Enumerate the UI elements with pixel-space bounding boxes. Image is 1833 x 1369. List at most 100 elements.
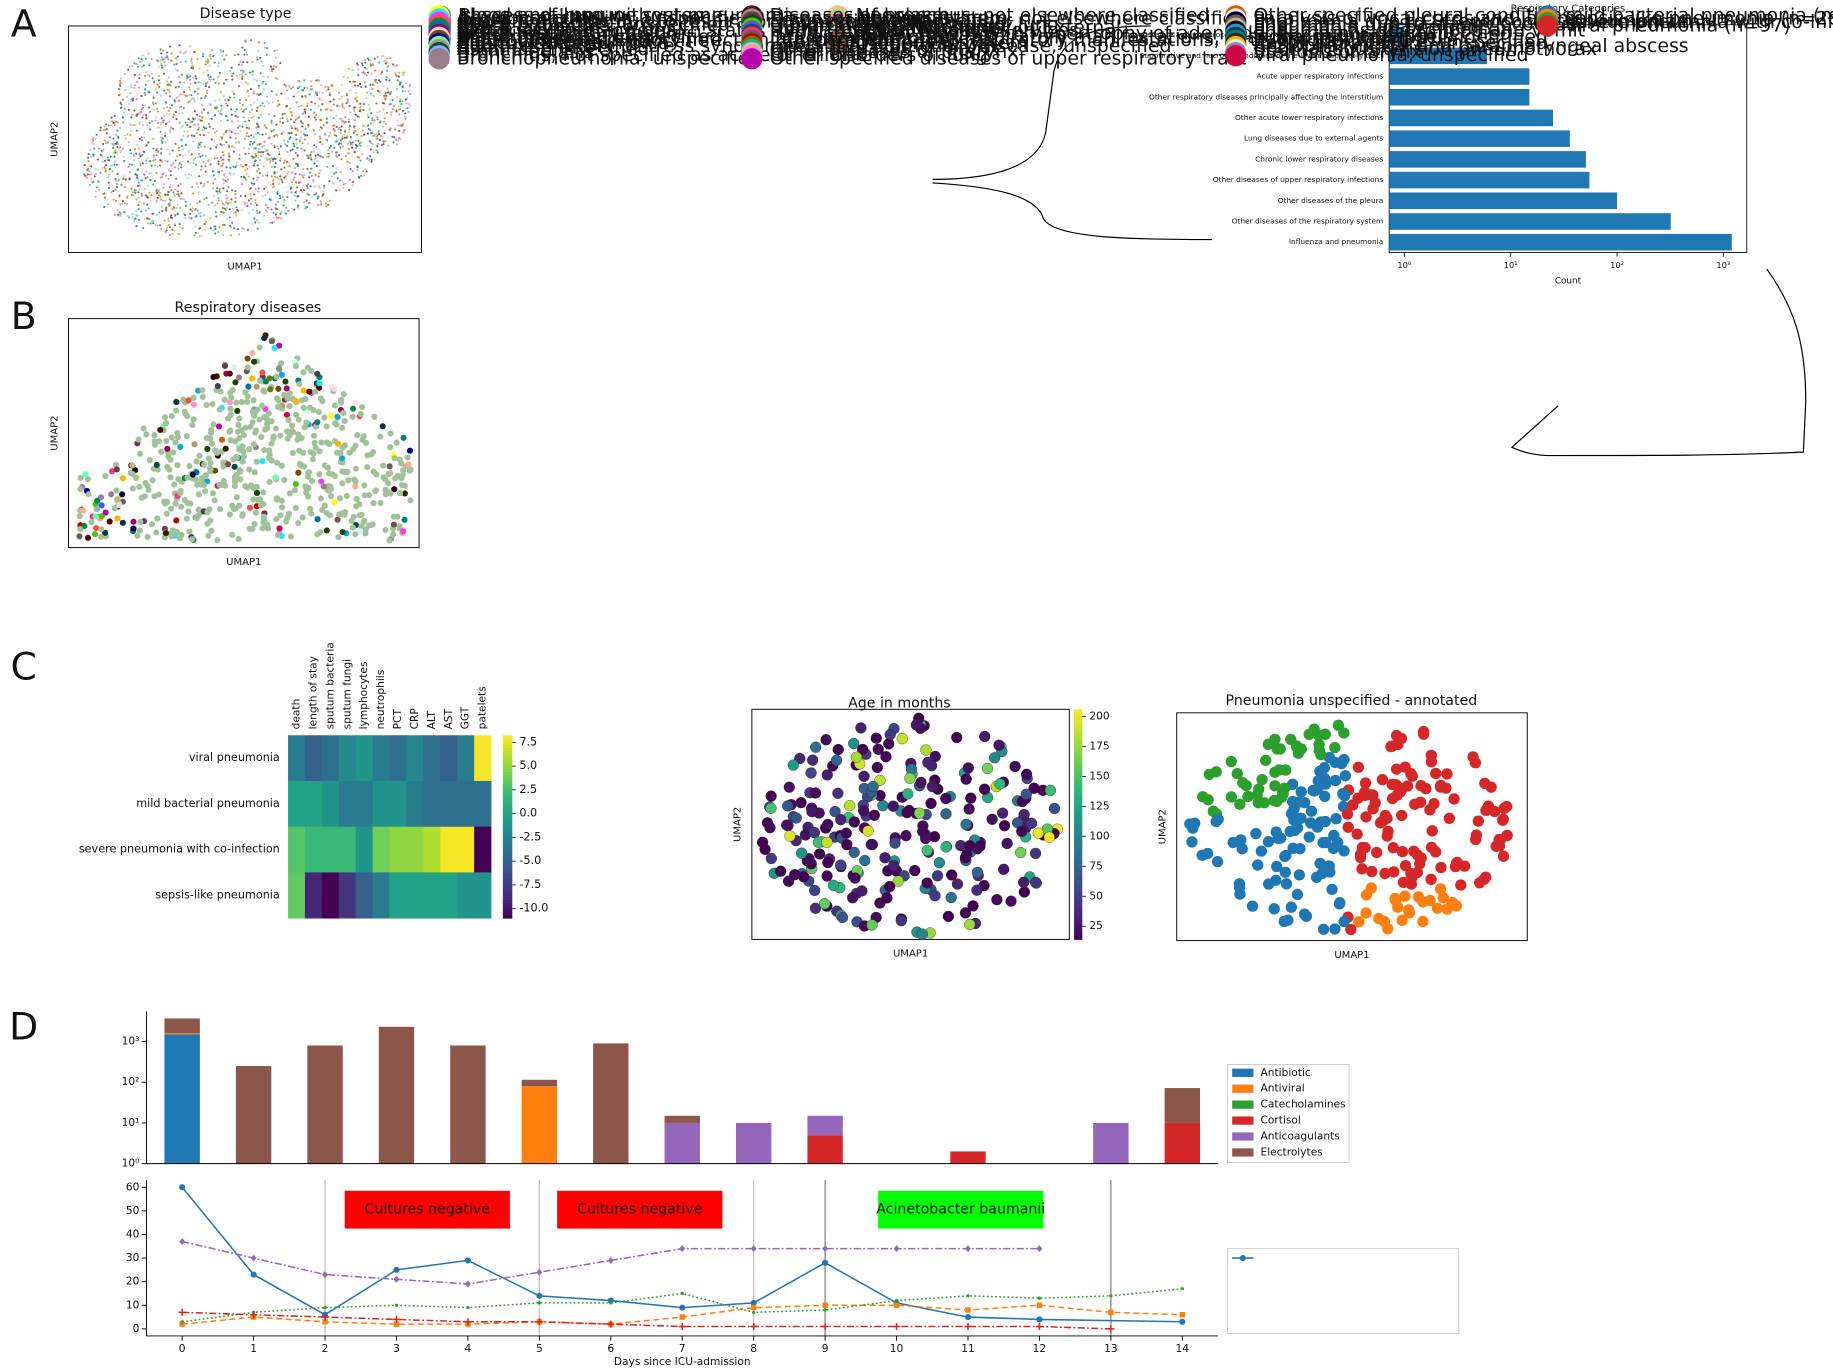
umap-point <box>978 783 991 795</box>
umap-point <box>280 168 283 171</box>
legend-label: Pneumothorax, unspecified <box>1253 23 1511 45</box>
umap-point <box>351 170 354 173</box>
umap-point <box>358 142 361 145</box>
umap-point <box>167 177 170 180</box>
umap-point <box>163 89 166 92</box>
umap-point <box>389 113 393 116</box>
umap-point <box>228 96 231 99</box>
umap-point <box>246 466 253 473</box>
umap-point <box>219 109 222 112</box>
colorbar-slice <box>1074 732 1083 737</box>
umap-point <box>166 226 169 229</box>
umap-point <box>213 195 216 198</box>
legend-label: Acute upper respiratory infection, unspe… <box>457 29 890 51</box>
umap-point <box>119 151 122 154</box>
umap-point <box>280 157 283 160</box>
umap-points <box>76 332 414 544</box>
umap-point <box>385 94 388 97</box>
umap-point <box>1449 860 1462 873</box>
umap-point <box>144 83 147 86</box>
umap-point <box>325 121 328 124</box>
umap-point <box>278 371 285 378</box>
umap-point <box>926 760 938 772</box>
umap-point <box>339 117 342 120</box>
umap-point <box>396 523 403 530</box>
umap-point <box>1234 798 1246 810</box>
umap-point <box>198 212 201 215</box>
umap-point <box>354 432 361 439</box>
umap-point <box>1315 748 1327 761</box>
umap-point <box>190 60 193 63</box>
umap-point <box>368 108 371 111</box>
umap-point <box>154 515 161 522</box>
column-label: ALT <box>425 711 438 730</box>
heatmap-cell <box>389 872 407 919</box>
umap-point <box>1286 795 1299 808</box>
umap-point <box>299 136 302 139</box>
umap-point <box>360 174 363 177</box>
umap-point <box>327 135 331 138</box>
umap-point <box>210 138 213 141</box>
umap-point <box>391 99 394 102</box>
umap-point <box>182 107 185 110</box>
umap-point <box>207 74 210 77</box>
line-marker <box>1239 1254 1246 1262</box>
legend-label: Viral pneumonia, unspecified <box>1253 44 1528 66</box>
umap-point <box>152 154 155 157</box>
line-marker <box>1179 1311 1186 1318</box>
umap-point <box>196 156 199 159</box>
umap-point <box>253 135 256 138</box>
umap-point <box>293 167 296 170</box>
umap-point <box>143 74 146 77</box>
umap-point <box>103 139 106 142</box>
umap-point <box>376 81 379 85</box>
colorbar-slice <box>502 869 513 873</box>
umap-point <box>1356 863 1368 875</box>
umap-point <box>247 127 251 130</box>
umap-point <box>319 137 322 140</box>
umap-point <box>116 502 123 509</box>
umap-point <box>329 131 332 134</box>
umap-point <box>363 81 366 84</box>
umap-point <box>136 169 139 172</box>
umap-point <box>1441 768 1453 780</box>
umap-point <box>123 174 126 178</box>
umap-point <box>189 212 192 215</box>
umap-point <box>243 137 247 140</box>
umap-point <box>137 218 140 222</box>
legend-label: viral pneumonia (n=97) <box>1565 14 1791 36</box>
umap-point <box>174 159 177 162</box>
umap-point <box>165 112 168 115</box>
umap-point <box>344 182 347 185</box>
umap-point <box>347 120 350 124</box>
umap-point <box>273 496 280 503</box>
umap-point <box>337 449 344 457</box>
umap-point <box>258 172 261 175</box>
umap-point <box>157 194 161 197</box>
umap-point <box>230 74 234 78</box>
umap-point <box>158 65 161 68</box>
umap-point <box>398 71 401 74</box>
umap-point <box>134 209 138 212</box>
umap-point <box>161 142 164 145</box>
umap-point <box>204 95 207 98</box>
x-axis-label: UMAP1 <box>1334 950 1369 961</box>
umap-point <box>151 220 154 223</box>
umap-point <box>204 154 207 158</box>
umap-point <box>1018 886 1030 898</box>
umap-point <box>354 97 357 100</box>
umap-point <box>116 209 119 212</box>
umap-point <box>346 160 349 163</box>
umap-point <box>201 461 208 468</box>
umap-point <box>156 83 159 86</box>
heatmap-cell <box>372 780 390 828</box>
umap-point <box>204 162 207 165</box>
umap-point <box>192 76 195 79</box>
umap-point <box>228 216 231 219</box>
umap-point <box>146 157 149 160</box>
umap-point <box>113 123 116 127</box>
heatmap-cell <box>338 735 357 782</box>
umap-point <box>270 183 273 186</box>
umap-point <box>268 418 275 425</box>
umap-point <box>337 91 340 94</box>
